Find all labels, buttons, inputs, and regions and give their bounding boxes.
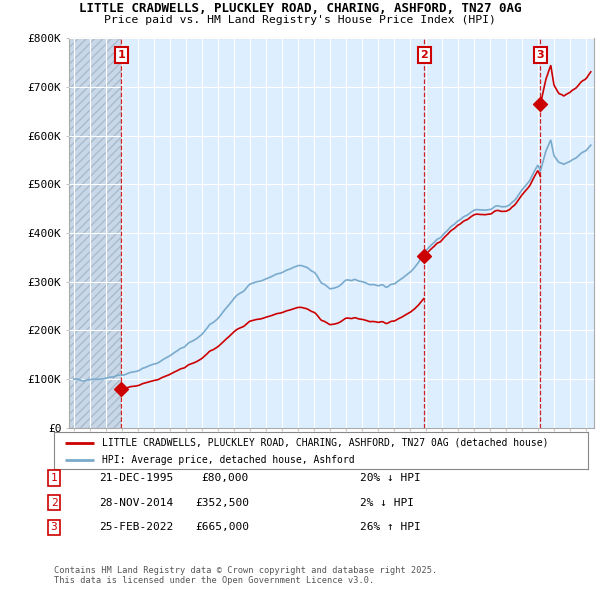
Bar: [69, 38, 121, 428]
Text: LITTLE CRADWELLS, PLUCKLEY ROAD, CHARING, ASHFORD, TN27 0AG: LITTLE CRADWELLS, PLUCKLEY ROAD, CHARING…: [79, 2, 521, 15]
Text: 2: 2: [421, 50, 428, 60]
Text: 20% ↓ HPI: 20% ↓ HPI: [360, 473, 421, 483]
Text: 1: 1: [50, 473, 58, 483]
Text: 1: 1: [118, 50, 125, 60]
Point: [116, 384, 126, 394]
Text: 25-FEB-2022: 25-FEB-2022: [99, 523, 173, 532]
Text: £665,000: £665,000: [195, 523, 249, 532]
Text: £352,500: £352,500: [195, 498, 249, 507]
Text: 2% ↓ HPI: 2% ↓ HPI: [360, 498, 414, 507]
Point: [419, 251, 429, 261]
Text: LITTLE CRADWELLS, PLUCKLEY ROAD, CHARING, ASHFORD, TN27 0AG (detached house): LITTLE CRADWELLS, PLUCKLEY ROAD, CHARING…: [102, 438, 548, 448]
Text: £80,000: £80,000: [202, 473, 249, 483]
Text: HPI: Average price, detached house, Ashford: HPI: Average price, detached house, Ashf…: [102, 455, 355, 465]
Text: 28-NOV-2014: 28-NOV-2014: [99, 498, 173, 507]
Text: 26% ↑ HPI: 26% ↑ HPI: [360, 523, 421, 532]
Text: 2: 2: [50, 498, 58, 507]
Text: Price paid vs. HM Land Registry's House Price Index (HPI): Price paid vs. HM Land Registry's House …: [104, 15, 496, 25]
Point: [536, 99, 545, 109]
Text: 3: 3: [50, 523, 58, 532]
Text: 21-DEC-1995: 21-DEC-1995: [99, 473, 173, 483]
Text: 3: 3: [536, 50, 544, 60]
Text: Contains HM Land Registry data © Crown copyright and database right 2025.
This d: Contains HM Land Registry data © Crown c…: [54, 566, 437, 585]
